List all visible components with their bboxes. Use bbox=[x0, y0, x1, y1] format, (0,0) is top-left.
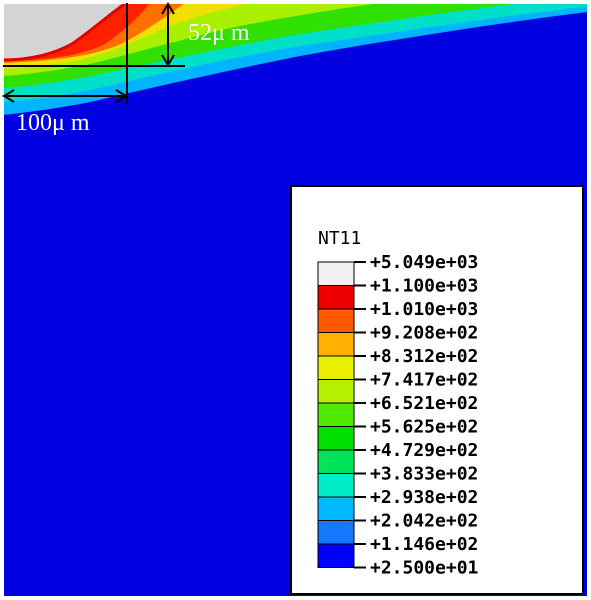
legend: NT11 +5.049e+03 +1.100e+03+1.010e+03 +9.20… bbox=[290, 185, 584, 595]
legend-band-8 bbox=[317, 449, 355, 474]
legend-color-bands bbox=[317, 261, 355, 568]
legend-band-6 bbox=[317, 402, 355, 427]
legend-tick-label-7: +5.625e+02 bbox=[370, 417, 478, 438]
legend-tick-label-9: +3.833e+02 bbox=[370, 464, 478, 485]
legend-band-1 bbox=[317, 285, 355, 310]
legend-band-12 bbox=[317, 543, 355, 568]
width-arrow-right bbox=[115, 89, 128, 103]
legend-tick-label-5: +7.417e+02 bbox=[370, 370, 478, 391]
depth-arrow-bottom bbox=[161, 54, 175, 67]
legend-tick-label-8: +4.729e+02 bbox=[370, 440, 478, 461]
legend-band-0 bbox=[317, 261, 355, 286]
dimension-markers bbox=[2, 2, 185, 104]
legend-band-10 bbox=[317, 496, 355, 521]
legend-tick-label-0: +5.049e+03 bbox=[370, 252, 478, 273]
legend-title: NT11 bbox=[318, 228, 361, 249]
legend-band-9 bbox=[317, 473, 355, 498]
legend-band-5 bbox=[317, 379, 355, 404]
legend-band-4 bbox=[317, 355, 355, 380]
legend-tick-label-11: +2.042e+02 bbox=[370, 511, 478, 532]
legend-tick-label-4: +8.312e+02 bbox=[370, 346, 478, 367]
depth-arrow-top bbox=[161, 2, 175, 15]
depth-label: 52μ m bbox=[188, 20, 250, 46]
legend-band-11 bbox=[317, 520, 355, 545]
ablated-crater-region bbox=[3, 3, 126, 60]
legend-band-7 bbox=[317, 426, 355, 451]
width-label: 100μ m bbox=[16, 110, 90, 136]
legend-tick-label-1: +1.100e+03 bbox=[370, 276, 478, 297]
legend-tick-label-3: +9.208e+02 bbox=[370, 323, 478, 344]
legend-tick-labels: +5.049e+03 +1.100e+03+1.010e+03 +9.208e+02… bbox=[354, 252, 478, 579]
legend-band-2 bbox=[317, 308, 355, 333]
legend-band-3 bbox=[317, 332, 355, 357]
width-arrow-left bbox=[2, 89, 15, 103]
legend-tick-label-6: +6.521e+02 bbox=[370, 393, 478, 414]
legend-tick-label-13: +2.500e+01 bbox=[370, 558, 478, 579]
legend-tick-label-12: +1.146e+02 bbox=[370, 534, 478, 555]
legend-tick-label-2: +1.010e+03 bbox=[370, 299, 478, 320]
crater-rim-line bbox=[3, 3, 127, 62]
legend-tick-label-10: +2.938e+02 bbox=[370, 487, 478, 508]
